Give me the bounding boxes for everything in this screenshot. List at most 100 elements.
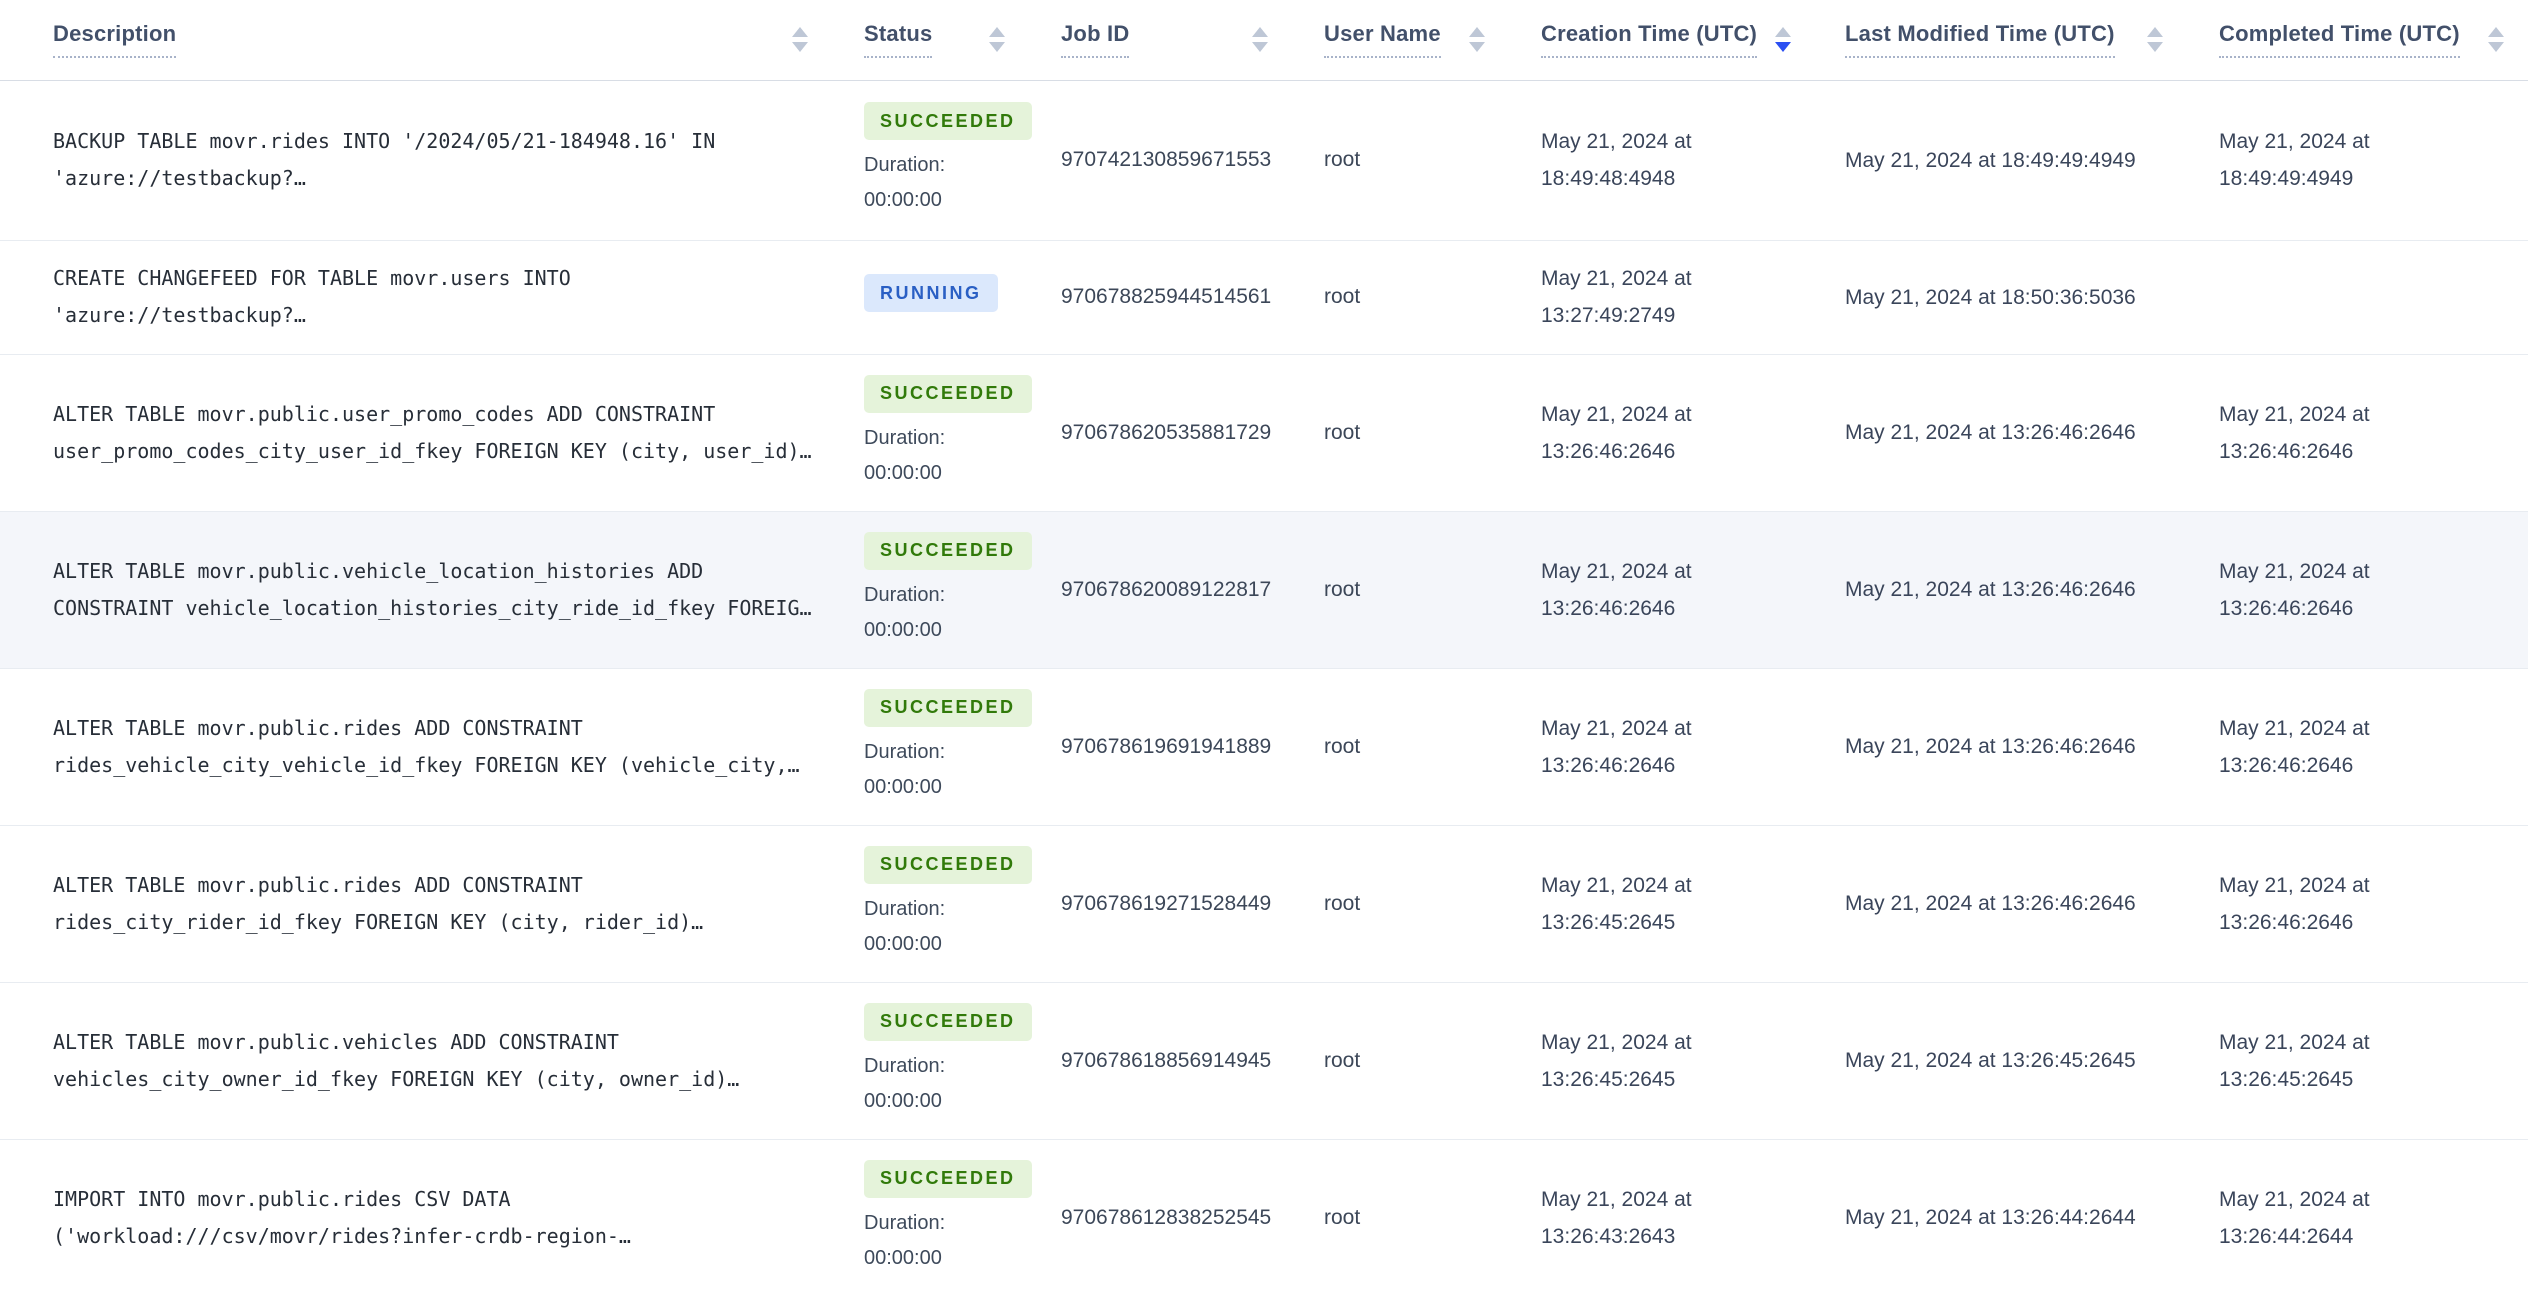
sort-down-arrow-icon <box>1469 42 1485 53</box>
last-modified-time: May 21, 2024 at 13:26:45:2645 <box>1845 1049 2136 1072</box>
sort-icon <box>2488 27 2504 53</box>
job-description: ALTER TABLE movr.public.rides ADD CONSTR… <box>53 872 704 934</box>
last-modified-time: May 21, 2024 at 13:26:46:2646 <box>1845 735 2136 758</box>
job-row[interactable]: CREATE CHANGEFEED FOR TABLE movr.users I… <box>0 240 2528 354</box>
job-id: 970678825944514561 <box>1061 285 1272 308</box>
completed-time: May 21, 2024 at 13:26:46:2646 <box>2219 716 2370 777</box>
user-name: root <box>1324 1205 1361 1229</box>
job-row[interactable]: ALTER TABLE movr.public.rides ADD CONSTR… <box>0 668 2528 825</box>
sort-down-arrow-icon <box>2147 42 2163 53</box>
jobs-table-body: BACKUP TABLE movr.rides INTO '/2024/05/2… <box>0 80 2528 1292</box>
job-id: 970678618856914945 <box>1061 1048 1272 1072</box>
status-badge: SUCCEEDED <box>864 374 1032 413</box>
job-description: BACKUP TABLE movr.rides INTO '/2024/05/2… <box>53 129 716 190</box>
creation-time: May 21, 2024 at 13:26:45:2645 <box>1541 873 1692 934</box>
creation-time: May 21, 2024 at 13:26:45:2645 <box>1541 1030 1692 1091</box>
job-id: 970678620089122817 <box>1061 577 1272 601</box>
creation-time: May 21, 2024 at 13:26:43:2643 <box>1541 1187 1692 1248</box>
creation-time: May 21, 2024 at 13:26:46:2646 <box>1541 402 1692 463</box>
completed-time: May 21, 2024 at 13:26:46:2646 <box>2219 873 2370 934</box>
column-header-label: Status <box>864 21 933 59</box>
completed-time: May 21, 2024 at 13:26:45:2645 <box>2219 1030 2370 1091</box>
sort-up-arrow-icon <box>989 27 1005 38</box>
status-badge: SUCCEEDED <box>864 1159 1032 1198</box>
sort-icon <box>1775 27 1792 53</box>
column-header-label: Creation Time (UTC) <box>1541 21 1758 59</box>
job-duration: Duration: 00:00:00 <box>864 897 946 955</box>
job-description: ALTER TABLE movr.public.user_promo_codes… <box>53 401 812 463</box>
job-description: ALTER TABLE movr.public.vehicle_location… <box>53 558 812 620</box>
sort-up-arrow-icon <box>1469 27 1485 38</box>
last-modified-time: May 21, 2024 at 18:49:49:4949 <box>1845 148 2136 172</box>
job-row[interactable]: ALTER TABLE movr.public.user_promo_codes… <box>0 354 2528 511</box>
completed-time: May 21, 2024 at 13:26:46:2646 <box>2219 559 2370 620</box>
sort-up-arrow-icon <box>2488 27 2504 38</box>
job-duration: Duration: 00:00:00 <box>864 740 946 798</box>
job-duration: Duration: 00:00:00 <box>864 154 946 211</box>
status-badge: SUCCEEDED <box>864 688 1032 727</box>
creation-time: May 21, 2024 at 13:26:46:2646 <box>1541 559 1692 620</box>
sort-down-arrow-icon <box>1775 42 1792 53</box>
user-name: root <box>1324 891 1361 915</box>
job-id: 970742130859671553 <box>1061 148 1272 171</box>
job-description: ALTER TABLE movr.public.vehicles ADD CON… <box>53 1029 740 1091</box>
status-badge: SUCCEEDED <box>864 1002 1032 1041</box>
column-header-job-id[interactable]: Job ID <box>1061 0 1324 81</box>
sort-up-arrow-icon <box>2147 27 2163 38</box>
job-row[interactable]: BACKUP TABLE movr.rides INTO '/2024/05/2… <box>0 80 2528 240</box>
last-modified-time: May 21, 2024 at 13:26:44:2644 <box>1845 1206 2136 1229</box>
status-badge: SUCCEEDED <box>864 845 1032 884</box>
sort-icon <box>989 27 1005 53</box>
sort-icon <box>2147 27 2163 53</box>
job-description: ALTER TABLE movr.public.rides ADD CONSTR… <box>53 715 800 777</box>
sort-down-arrow-icon <box>989 42 1005 53</box>
job-row[interactable]: ALTER TABLE movr.public.rides ADD CONSTR… <box>0 825 2528 982</box>
status-badge: RUNNING <box>864 274 998 312</box>
job-duration: Duration: 00:00:00 <box>864 583 946 641</box>
column-header-status[interactable]: Status <box>864 0 1061 81</box>
job-duration: Duration: 00:00:00 <box>864 1054 946 1112</box>
sort-down-arrow-icon <box>792 42 808 53</box>
job-id: 970678620535881729 <box>1061 420 1272 444</box>
status-badge: SUCCEEDED <box>864 531 1032 570</box>
job-description: CREATE CHANGEFEED FOR TABLE movr.users I… <box>53 266 571 327</box>
user-name: root <box>1324 1048 1361 1072</box>
header-row: Description Status Job ID User Name Crea… <box>0 0 2528 81</box>
column-header-label: Description <box>53 21 177 59</box>
completed-time: May 21, 2024 at 13:26:44:2644 <box>2219 1187 2370 1248</box>
column-header-user-name[interactable]: User Name <box>1324 0 1541 81</box>
completed-time: May 21, 2024 at 13:26:46:2646 <box>2219 402 2370 463</box>
column-header-label: Last Modified Time (UTC) <box>1845 21 2115 59</box>
column-header-completed-time[interactable]: Completed Time (UTC) <box>2219 0 2528 81</box>
job-row[interactable]: IMPORT INTO movr.public.rides CSV DATA (… <box>0 1139 2528 1292</box>
sort-up-arrow-icon <box>1775 27 1792 38</box>
column-header-label: Job ID <box>1061 21 1130 59</box>
completed-time: May 21, 2024 at 18:49:49:4949 <box>2219 130 2370 190</box>
user-name: root <box>1324 734 1361 758</box>
user-name: root <box>1324 420 1361 444</box>
status-badge: SUCCEEDED <box>864 102 1032 140</box>
column-header-creation-time[interactable]: Creation Time (UTC) <box>1541 0 1845 81</box>
sort-icon <box>792 27 808 53</box>
job-row[interactable]: ALTER TABLE movr.public.vehicles ADD CON… <box>0 982 2528 1139</box>
sort-up-arrow-icon <box>1252 27 1268 38</box>
sort-down-arrow-icon <box>2488 42 2504 53</box>
job-row[interactable]: ALTER TABLE movr.public.vehicle_location… <box>0 511 2528 668</box>
job-duration: Duration: 00:00:00 <box>864 1211 946 1269</box>
last-modified-time: May 21, 2024 at 13:26:46:2646 <box>1845 578 2136 601</box>
last-modified-time: May 21, 2024 at 18:50:36:5036 <box>1845 285 2136 309</box>
job-description: IMPORT INTO movr.public.rides CSV DATA (… <box>53 1186 631 1248</box>
user-name: root <box>1324 577 1361 601</box>
sort-icon <box>1252 27 1268 53</box>
sort-down-arrow-icon <box>1252 42 1268 53</box>
user-name: root <box>1324 148 1361 171</box>
column-header-last-modified-time[interactable]: Last Modified Time (UTC) <box>1845 0 2219 81</box>
column-header-label: User Name <box>1324 21 1441 59</box>
job-id: 970678619271528449 <box>1061 891 1272 915</box>
user-name: root <box>1324 285 1361 308</box>
job-id: 970678612838252545 <box>1061 1205 1272 1229</box>
column-header-description[interactable]: Description <box>0 0 864 81</box>
creation-time: May 21, 2024 at 13:27:49:2749 <box>1541 267 1692 327</box>
